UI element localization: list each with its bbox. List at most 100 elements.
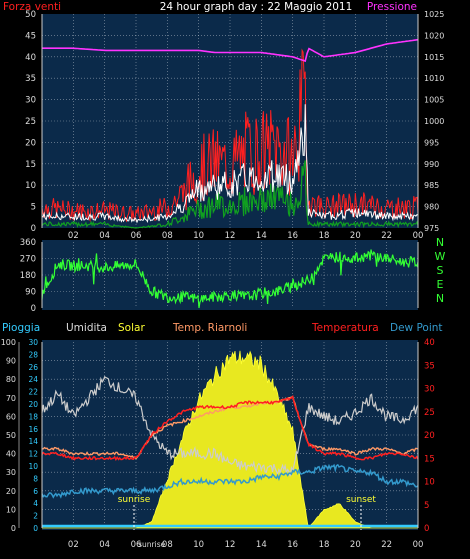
chart-title: 24 hour graph day : 22 Maggio 2011 [160,1,353,13]
sunrise-label: sunrise [118,495,151,505]
y-tick-humidity: 60 [6,412,16,421]
legend: Pioggia Umidita Solar Temp. Riarnoli Tem… [2,322,443,334]
series-dew-point [41,463,419,499]
x-tick-label: 18 [319,231,330,241]
x-tick-labels-bottom: 02 04 06 08 10 12 14 16 18 20 22 00 sunrise [68,540,423,550]
y-tick-rain: 10 [28,462,38,471]
x-tick-label: 00 [413,540,424,550]
y-tick-right: 990 [424,160,439,169]
legend-solar: Solar [118,322,145,334]
y-tick-left: 40 [25,53,36,63]
y-tick-left: 90 [25,288,36,298]
legend-temp-riarnoli: Temp. Riarnoli [172,322,247,334]
legend-pioggia: Pioggia [2,322,40,334]
y-tick-humidity: 80 [6,375,16,384]
y-tick-humidity: 40 [6,450,16,459]
y-tick-temp: 5 [424,501,429,511]
wind-max-series [41,48,419,223]
x-tick-label: 08 [162,540,173,550]
x-tick-label: 16 [287,231,298,241]
y-tick-temp: 35 [424,361,435,371]
y-tick-left: 35 [25,74,36,84]
x-tick-label: 02 [68,540,79,550]
y-tick-left: 20 [25,138,36,148]
wind-min-series [41,160,419,229]
y-tick-humidity: 70 [6,394,16,403]
x-tick-label: 20 [350,540,361,550]
wind-avg-series [41,104,419,224]
x-tick-label: 04 [99,540,110,550]
y-tick-temp: 20 [424,431,435,441]
y-tick-left: 0 [31,224,36,234]
y-tick-right: 1010 [424,74,444,83]
compass-letter: N [436,292,444,305]
legend-umidita: Umidita [66,322,107,334]
y-tick-humidity: 30 [6,468,16,477]
y-tick-temp: 30 [424,385,435,395]
y-tick-right: 980 [424,203,439,212]
y-tick-rain: 8 [33,474,38,483]
x-tick-label: 16 [287,540,298,550]
y-tick-temp: 10 [424,478,435,488]
y-tick-right: 975 [424,224,439,233]
climate-panel-axes: 0102030405060708090100024681012141618202… [1,338,435,534]
y-tick-right: 1020 [424,31,444,40]
y-tick-left: 0 [31,304,36,314]
x-tick-label: 14 [256,231,267,241]
x-tick-label: 14 [256,540,267,550]
y-tick-right: 995 [424,138,439,147]
compass-letter: E [437,278,444,291]
y-tick-rain: 18 [28,412,38,421]
y-tick-rain: 20 [28,400,38,409]
y-tick-humidity: 10 [6,505,16,514]
x-tick-label: 10 [193,231,204,241]
wind-direction-series [41,249,419,309]
series-umidita [41,375,419,477]
y-tick-left: 360 [20,238,36,248]
y-tick-rain: 28 [28,350,38,359]
x-tick-sunrise: sunrise [138,540,165,549]
x-tick-label: 06 [131,540,142,550]
y-tick-rain: 24 [28,375,38,384]
y-tick-temp: 0 [424,524,429,534]
wind-panel-axes: 0510152025303540455097598098599099510001… [25,10,444,234]
y-tick-right: 1015 [424,53,444,62]
y-tick-rain: 16 [28,425,38,434]
y-tick-left: 10 [25,181,36,191]
x-tick-label: 04 [99,231,110,241]
y-tick-left: 15 [25,160,36,170]
x-tick-label: 02 [68,231,79,241]
x-tick-labels-top: 02 04 06 08 10 12 14 16 18 20 22 00 [68,231,423,241]
y-tick-left: 5 [31,203,36,213]
y-tick-temp: 25 [424,408,435,418]
compass-letter: N [436,236,444,249]
y-tick-rain: 26 [28,363,38,372]
y-tick-temp: 15 [424,454,435,464]
y-tick-right: 1000 [424,117,444,126]
x-tick-label: 00 [413,231,424,241]
legend-temperatura: Temperatura [311,322,379,334]
pressure-axis-label: Pressione [367,1,417,13]
wind-panel-series [41,38,419,229]
wind-axis-label: Forza venti [3,1,61,13]
y-tick-rain: 6 [33,487,38,496]
y-tick-rain: 12 [28,450,38,459]
sunset-label: sunset [346,495,376,505]
x-tick-label: 08 [162,231,173,241]
y-tick-left: 30 [25,96,36,106]
y-tick-left: 25 [25,117,36,127]
direction-panel-series [41,249,419,309]
direction-panel-axes: 0 90 180 270 360 [20,238,419,314]
x-tick-label: 20 [350,231,361,241]
x-tick-label: 10 [193,540,204,550]
x-tick-label: 06 [131,231,142,241]
y-tick-temp: 40 [424,338,435,348]
y-tick-left: 270 [20,255,36,265]
y-tick-right: 985 [424,181,439,190]
y-tick-humidity: 90 [6,357,16,366]
legend-dew-point: Dew Point [390,322,443,334]
y-tick-humidity: 100 [1,338,16,347]
solar-series [42,350,418,529]
